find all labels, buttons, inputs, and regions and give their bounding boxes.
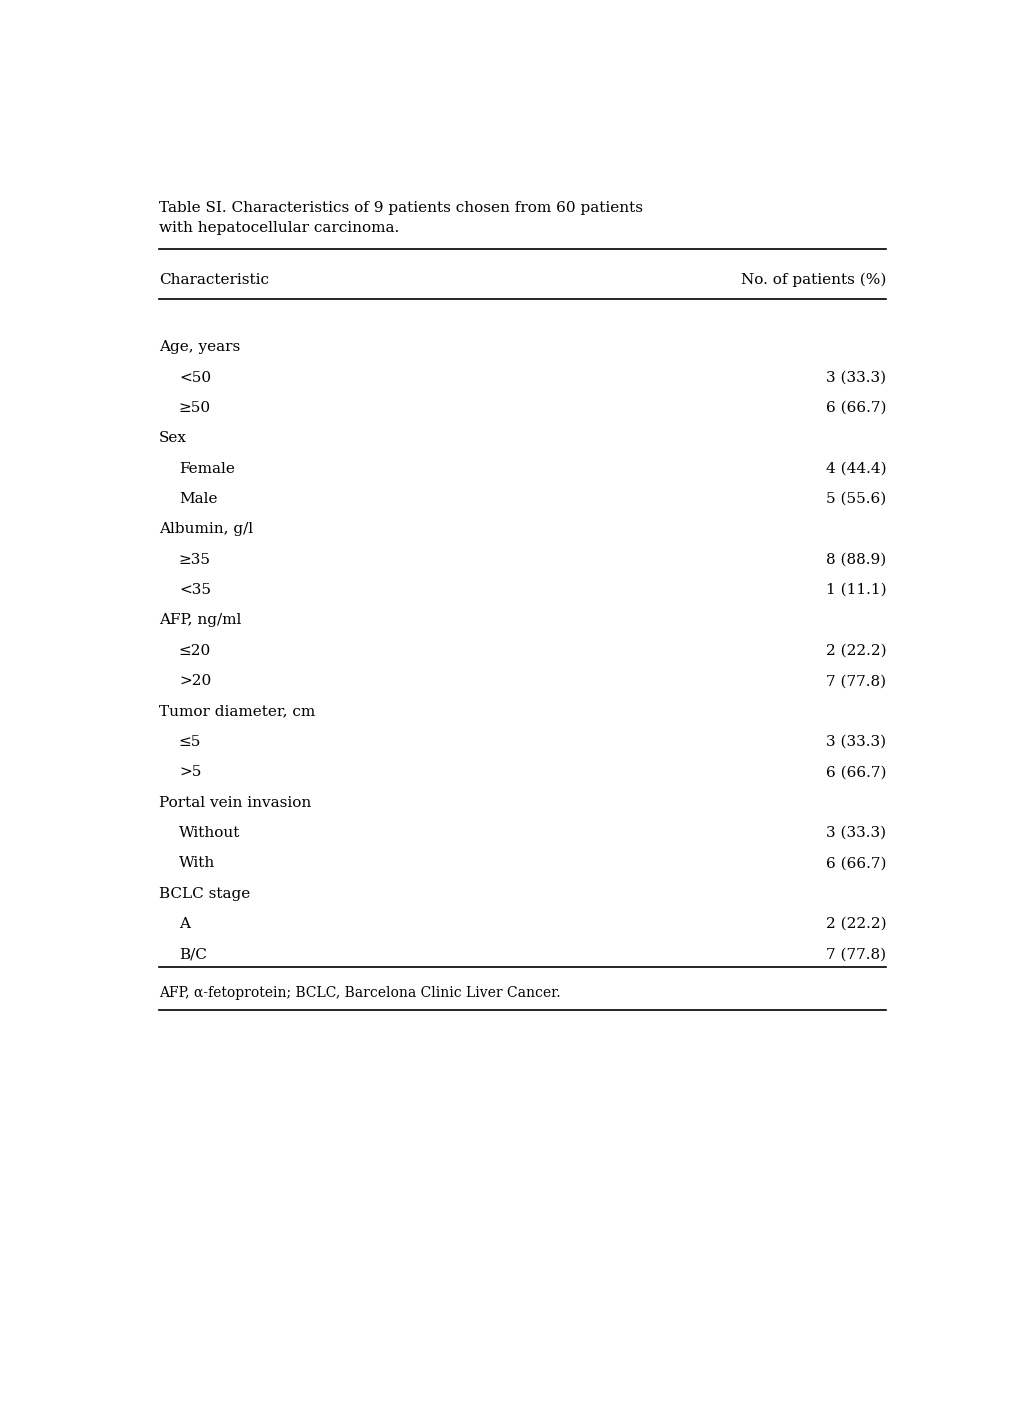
Text: 1 (11.1): 1 (11.1) [825, 583, 886, 597]
Text: A: A [178, 917, 190, 931]
Text: Table SI. Characteristics of 9 patients chosen from 60 patients: Table SI. Characteristics of 9 patients … [159, 201, 643, 215]
Text: with hepatocellular carcinoma.: with hepatocellular carcinoma. [159, 221, 399, 235]
Text: 5 (55.6): 5 (55.6) [825, 491, 886, 505]
Text: ≤20: ≤20 [178, 643, 211, 658]
Text: B/C: B/C [178, 948, 207, 962]
Text: 2 (22.2): 2 (22.2) [825, 917, 886, 931]
Text: 3 (33.3): 3 (33.3) [825, 370, 886, 384]
Text: Portal vein invasion: Portal vein invasion [159, 796, 311, 810]
Text: Characteristic: Characteristic [159, 273, 269, 287]
Text: ≥50: ≥50 [178, 401, 211, 415]
Text: Female: Female [178, 462, 234, 476]
Text: 3 (33.3): 3 (33.3) [825, 826, 886, 841]
Text: Male: Male [178, 491, 217, 505]
Text: 8 (88.9): 8 (88.9) [825, 553, 886, 567]
Text: 6 (66.7): 6 (66.7) [825, 401, 886, 415]
Text: >20: >20 [178, 674, 211, 689]
Text: ≥35: ≥35 [178, 553, 211, 567]
Text: Albumin, g/l: Albumin, g/l [159, 522, 253, 536]
Text: 3 (33.3): 3 (33.3) [825, 735, 886, 749]
Text: With: With [178, 856, 215, 870]
Text: AFP, ng/ml: AFP, ng/ml [159, 614, 242, 628]
Text: ≤5: ≤5 [178, 735, 201, 749]
Text: Without: Without [178, 826, 240, 841]
Text: Tumor diameter, cm: Tumor diameter, cm [159, 704, 315, 718]
Text: 6 (66.7): 6 (66.7) [825, 766, 886, 779]
Text: BCLC stage: BCLC stage [159, 887, 250, 901]
Text: 6 (66.7): 6 (66.7) [825, 856, 886, 870]
Text: 7 (77.8): 7 (77.8) [825, 948, 886, 962]
Text: AFP, α-fetoprotein; BCLC, Barcelona Clinic Liver Cancer.: AFP, α-fetoprotein; BCLC, Barcelona Clin… [159, 987, 560, 1001]
Text: 2 (22.2): 2 (22.2) [825, 643, 886, 658]
Text: Age, years: Age, years [159, 341, 240, 355]
Text: Sex: Sex [159, 431, 186, 445]
Text: <50: <50 [178, 370, 211, 384]
Text: >5: >5 [178, 766, 201, 779]
Text: No. of patients (%): No. of patients (%) [740, 273, 886, 287]
Text: <35: <35 [178, 583, 211, 597]
Text: 4 (44.4): 4 (44.4) [825, 462, 886, 476]
Text: 7 (77.8): 7 (77.8) [825, 674, 886, 689]
